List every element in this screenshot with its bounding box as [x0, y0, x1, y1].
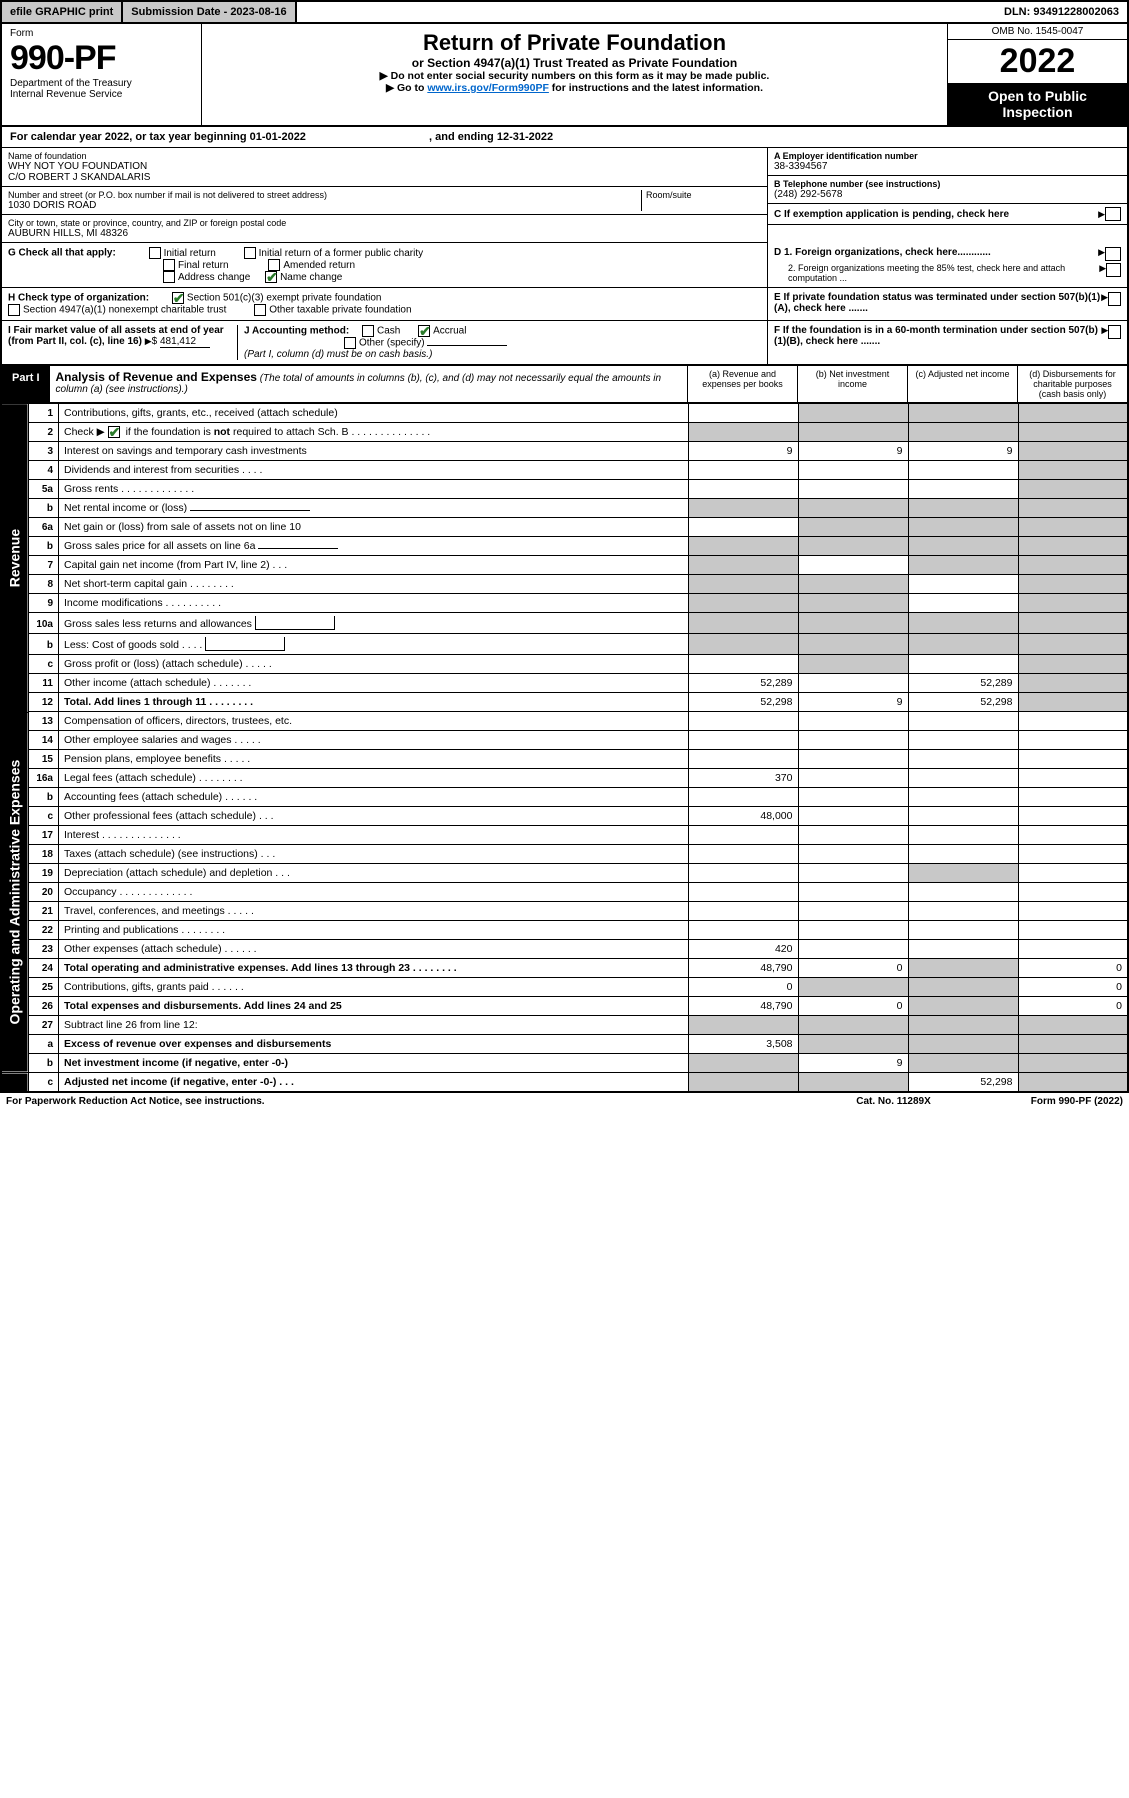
f-cell: F If the foundation is in a 60-month ter…: [767, 321, 1127, 364]
checkbox-d2[interactable]: [1106, 263, 1121, 277]
checkbox-501c3[interactable]: [172, 292, 184, 304]
irs-label: Internal Revenue Service: [10, 89, 193, 100]
open-inspection: Open to Public Inspection: [948, 83, 1127, 125]
footer-mid: Cat. No. 11289X: [856, 1096, 930, 1107]
g-row: G Check all that apply: Initial return I…: [0, 243, 1129, 288]
part1-tag: Part I: [2, 366, 50, 402]
form-subtitle: or Section 4947(a)(1) Trust Treated as P…: [208, 56, 941, 70]
checkbox-e[interactable]: [1108, 292, 1121, 306]
efile-badge: efile GRAPHIC print: [2, 2, 123, 22]
omb-number: OMB No. 1545-0047: [948, 24, 1127, 40]
h-row: H Check type of organization: Section 50…: [0, 288, 1129, 321]
footer-right: Form 990-PF (2022): [1031, 1096, 1123, 1107]
c-cell: C If exemption application is pending, c…: [768, 204, 1127, 225]
city-cell: City or town, state or province, country…: [2, 215, 767, 243]
tel-cell: B Telephone number (see instructions) (2…: [768, 176, 1127, 204]
form-header: Form 990-PF Department of the Treasury I…: [0, 24, 1129, 127]
checkbox-initial-return[interactable]: [149, 247, 161, 259]
dln: DLN: 93491228002063: [996, 2, 1127, 22]
submission-date: Submission Date - 2023-08-16: [123, 2, 296, 22]
part1-header: Part I Analysis of Revenue and Expenses …: [0, 365, 1129, 404]
checkbox-address-change[interactable]: [163, 271, 175, 283]
form-label: Form: [10, 28, 193, 39]
form-link[interactable]: www.irs.gov/Form990PF: [427, 82, 549, 94]
form-note2: ▶ Go to www.irs.gov/Form990PF for instru…: [208, 82, 941, 94]
ij-row: I Fair market value of all assets at end…: [0, 321, 1129, 365]
ein-cell: A Employer identification number 38-3394…: [768, 148, 1127, 176]
checkbox-initial-former[interactable]: [244, 247, 256, 259]
name-cell: Name of foundation WHY NOT YOU FOUNDATIO…: [2, 148, 767, 187]
d1-cell: D 1. Foreign organizations, check here..…: [774, 247, 1121, 261]
revenue-side: Revenue: [1, 404, 29, 712]
checkbox-final-return[interactable]: [163, 259, 175, 271]
part1-table: Revenue 1Contributions, gifts, grants, e…: [0, 404, 1129, 1093]
e-cell: E If private foundation status was termi…: [767, 288, 1127, 320]
footer-left: For Paperwork Reduction Act Notice, see …: [6, 1096, 265, 1107]
expenses-side: Operating and Administrative Expenses: [1, 712, 29, 1073]
arrow-icon: [1101, 292, 1108, 303]
topbar: efile GRAPHIC print Submission Date - 20…: [0, 0, 1129, 24]
checkbox-sch-b[interactable]: [108, 426, 120, 438]
d2-cell: 2. Foreign organizations meeting the 85%…: [774, 263, 1121, 283]
checkbox-name-change[interactable]: [265, 271, 277, 283]
dept-label: Department of the Treasury: [10, 78, 193, 89]
checkbox-4947[interactable]: [8, 304, 20, 316]
checkbox-cash[interactable]: [362, 325, 374, 337]
checkbox-d1[interactable]: [1105, 247, 1121, 261]
checkbox-c[interactable]: [1105, 207, 1121, 221]
footer: For Paperwork Reduction Act Notice, see …: [0, 1093, 1129, 1110]
col-c: (c) Adjusted net income: [907, 366, 1017, 402]
col-a: (a) Revenue and expenses per books: [687, 366, 797, 402]
addr-cell: Number and street (or P.O. box number if…: [2, 187, 767, 215]
checkbox-f[interactable]: [1108, 325, 1121, 339]
info-block: Name of foundation WHY NOT YOU FOUNDATIO…: [0, 148, 1129, 243]
form-number: 990-PF: [10, 39, 193, 78]
checkbox-other-taxable[interactable]: [254, 304, 266, 316]
arrow-icon: [1101, 325, 1108, 336]
tax-year: 2022: [948, 40, 1127, 83]
col-b: (b) Net investment income: [797, 366, 907, 402]
calendar-year-line: For calendar year 2022, or tax year begi…: [0, 127, 1129, 148]
checkbox-accrual[interactable]: [418, 325, 430, 337]
checkbox-other-method[interactable]: [344, 337, 356, 349]
form-note1: ▶ Do not enter social security numbers o…: [208, 70, 941, 82]
col-d: (d) Disbursements for charitable purpose…: [1017, 366, 1127, 402]
arrow-icon: [1099, 263, 1106, 274]
form-title: Return of Private Foundation: [208, 30, 941, 56]
arrow-icon: [1098, 247, 1105, 258]
arrow-icon: [1098, 209, 1105, 220]
